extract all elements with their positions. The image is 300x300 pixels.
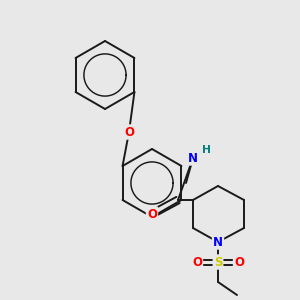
Text: O: O — [124, 125, 134, 139]
Text: N: N — [188, 152, 198, 164]
Text: O: O — [192, 256, 202, 268]
Text: H: H — [202, 145, 210, 155]
Text: O: O — [147, 208, 157, 220]
Text: S: S — [214, 256, 222, 268]
Text: O: O — [234, 256, 244, 268]
Text: N: N — [213, 236, 223, 248]
